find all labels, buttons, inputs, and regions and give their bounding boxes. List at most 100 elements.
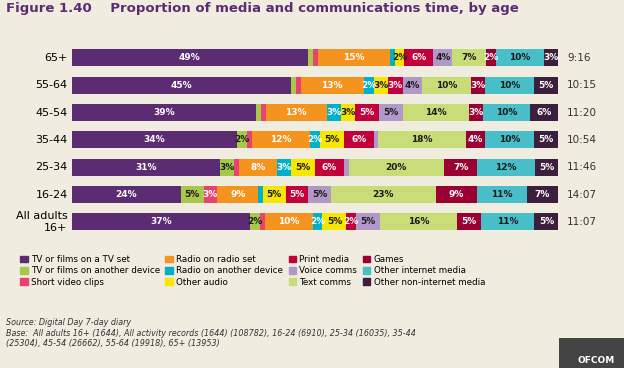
Bar xyxy=(250,213,260,230)
Text: 9%: 9% xyxy=(449,190,464,199)
Bar xyxy=(527,186,558,203)
Bar xyxy=(217,186,258,203)
Bar xyxy=(481,213,534,230)
Bar xyxy=(263,186,286,203)
Text: 9%: 9% xyxy=(230,190,245,199)
Bar xyxy=(308,186,331,203)
Text: Source: Digital Day 7-day diary
Base:  All adults 16+ (1644), All activity recor: Source: Digital Day 7-day diary Base: Al… xyxy=(6,318,416,348)
Text: 15%: 15% xyxy=(343,53,364,62)
Bar xyxy=(203,186,217,203)
Text: 11:07: 11:07 xyxy=(567,217,597,227)
Text: 5%: 5% xyxy=(296,163,311,172)
Bar xyxy=(379,104,402,121)
Text: 6%: 6% xyxy=(351,135,366,144)
Text: 8%: 8% xyxy=(250,163,265,172)
Text: 3%: 3% xyxy=(276,163,292,172)
Bar xyxy=(457,213,481,230)
Bar xyxy=(477,186,527,203)
Text: 16%: 16% xyxy=(408,217,429,226)
Bar xyxy=(535,159,558,176)
Text: 34%: 34% xyxy=(144,135,165,144)
Bar xyxy=(402,104,469,121)
Bar xyxy=(534,131,558,148)
Bar xyxy=(374,131,378,148)
Bar xyxy=(483,104,530,121)
Bar xyxy=(344,131,374,148)
Text: Figure 1.40    Proportion of media and communications time, by age: Figure 1.40 Proportion of media and comm… xyxy=(6,2,519,15)
Text: 5%: 5% xyxy=(383,108,398,117)
Text: 23%: 23% xyxy=(373,190,394,199)
Text: OFCOM: OFCOM xyxy=(575,356,615,366)
Bar xyxy=(544,49,558,66)
Bar xyxy=(72,131,237,148)
Text: 5%: 5% xyxy=(539,217,554,226)
Bar xyxy=(258,186,263,203)
Text: 11:46: 11:46 xyxy=(567,162,597,172)
Bar xyxy=(286,186,308,203)
Bar xyxy=(390,49,394,66)
Text: 7%: 7% xyxy=(462,53,477,62)
Bar xyxy=(344,159,349,176)
Bar xyxy=(277,159,291,176)
Bar xyxy=(404,49,433,66)
Text: 5%: 5% xyxy=(185,190,200,199)
Bar xyxy=(308,49,313,66)
Text: 39%: 39% xyxy=(153,108,175,117)
Bar xyxy=(265,213,313,230)
Bar xyxy=(310,131,320,148)
Text: 10%: 10% xyxy=(499,135,520,144)
Text: OFCOM: OFCOM xyxy=(577,356,615,365)
Text: 3%: 3% xyxy=(544,53,559,62)
Bar xyxy=(469,104,483,121)
Text: 5%: 5% xyxy=(539,81,554,90)
Bar xyxy=(485,77,534,93)
Bar xyxy=(72,77,291,93)
Bar xyxy=(436,186,477,203)
Text: 14%: 14% xyxy=(425,108,446,117)
Bar xyxy=(247,131,252,148)
Text: 12%: 12% xyxy=(495,163,517,172)
Bar xyxy=(256,104,261,121)
Text: 2%: 2% xyxy=(235,135,250,144)
Text: 11:20: 11:20 xyxy=(567,107,597,117)
Bar xyxy=(402,77,422,93)
Bar xyxy=(234,159,239,176)
Text: 5%: 5% xyxy=(312,190,328,199)
Bar xyxy=(471,77,485,93)
Text: 4%: 4% xyxy=(468,135,484,144)
Bar xyxy=(72,159,220,176)
Text: 5%: 5% xyxy=(361,217,376,226)
Bar xyxy=(72,213,250,230)
Bar xyxy=(485,131,534,148)
Bar xyxy=(477,159,535,176)
Bar xyxy=(291,159,315,176)
Text: 20%: 20% xyxy=(386,163,407,172)
Text: 5%: 5% xyxy=(359,108,375,117)
Text: 10%: 10% xyxy=(509,53,530,62)
Bar xyxy=(318,49,390,66)
Bar xyxy=(466,131,485,148)
Text: 4%: 4% xyxy=(435,53,451,62)
Text: 5%: 5% xyxy=(324,135,340,144)
Text: 3%: 3% xyxy=(468,108,484,117)
Text: 3%: 3% xyxy=(470,81,486,90)
Text: 10:15: 10:15 xyxy=(567,80,597,90)
Text: 3%: 3% xyxy=(341,108,356,117)
Bar xyxy=(296,77,301,93)
Bar xyxy=(530,104,558,121)
Text: 6%: 6% xyxy=(411,53,426,62)
Bar xyxy=(72,186,181,203)
Bar xyxy=(349,159,444,176)
Bar xyxy=(320,131,344,148)
Text: 10%: 10% xyxy=(436,81,457,90)
Bar xyxy=(341,104,355,121)
Text: 7%: 7% xyxy=(453,163,469,172)
Bar xyxy=(444,159,477,176)
Bar xyxy=(394,49,404,66)
Bar xyxy=(315,159,344,176)
Text: 3%: 3% xyxy=(326,108,342,117)
Text: 10%: 10% xyxy=(278,217,300,226)
Bar xyxy=(313,49,318,66)
Text: 14:07: 14:07 xyxy=(567,190,597,199)
Text: 2%: 2% xyxy=(310,217,325,226)
